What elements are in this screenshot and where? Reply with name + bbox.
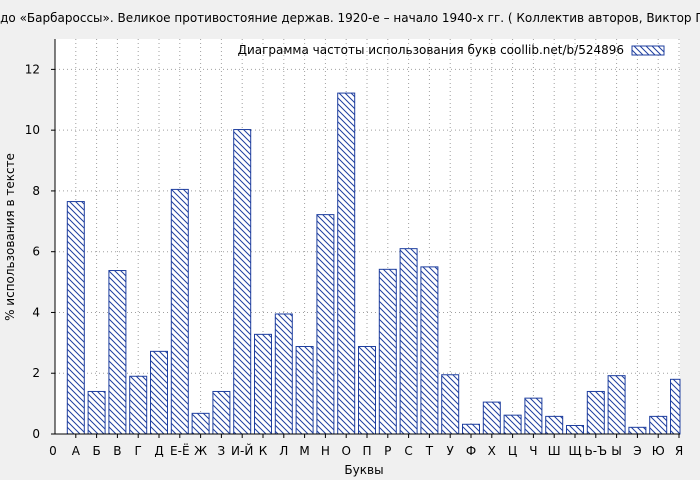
bar-У (441, 374, 460, 435)
bar-Н (316, 214, 335, 435)
x-tick-label: Я (675, 444, 683, 458)
bar-С (399, 248, 418, 435)
x-tick-label: С (404, 444, 412, 458)
y-tick-label: 6 (32, 245, 40, 259)
bar-Э (628, 426, 647, 435)
bar-Д (150, 350, 168, 435)
x-tick-label: Р (384, 444, 391, 458)
bar-М (295, 345, 314, 435)
y-tick-label: 12 (25, 62, 40, 76)
y-tick-label: 0 (32, 427, 40, 441)
x-tick-label: М (299, 444, 309, 458)
y-tick-label: 10 (25, 123, 40, 137)
x-tick-label: О (341, 444, 350, 458)
bar-В (108, 270, 127, 435)
x-tick-label: Ф (466, 444, 476, 458)
x-origin-label: 0 (49, 444, 57, 458)
bar-П (358, 345, 376, 435)
x-tick-label: Ю (652, 444, 665, 458)
bar-К (254, 333, 272, 435)
bar-Х (482, 401, 501, 435)
bar-Ш (545, 415, 564, 435)
x-tick-label: У (447, 444, 455, 458)
bar-Я (670, 378, 681, 435)
bar-Л (274, 313, 293, 435)
x-tick-label: Ц (508, 444, 517, 458)
x-axis-ticks: 0 А Б В Г Д Е-Ё Ж З И-Й К Л М Н О П Р С Т У Ф Х Ц Ч Ш Щ Ь-Ъ Ы Э Ю Я (49, 434, 683, 458)
x-tick-label: Ч (529, 444, 537, 458)
bar-Ф (462, 423, 480, 435)
bar-Б (87, 390, 106, 435)
x-axis-label: Буквы (344, 463, 383, 477)
legend-label: Диаграмма частоты использования букв coo… (238, 43, 624, 57)
x-tick-label: Г (135, 444, 142, 458)
chart-title: ерсаля до «Барбароссы». Великое противос… (0, 11, 700, 25)
bar-Ц (503, 414, 522, 435)
bar-О (337, 92, 356, 435)
x-tick-label: Щ (568, 444, 581, 458)
x-tick-label: И-Й (231, 443, 253, 458)
x-tick-label: В (113, 444, 121, 458)
y-axis-ticks: 0 2 4 6 8 10 12 (25, 62, 55, 441)
bar-Е-Ё (170, 188, 189, 435)
bar-А (66, 201, 85, 435)
legend: Диаграмма частоты использования букв coo… (238, 43, 665, 57)
x-tick-label: Ш (548, 444, 561, 458)
bar-З (212, 390, 231, 435)
x-tick-label: Д (154, 444, 163, 458)
x-tick-label: Л (279, 444, 288, 458)
x-tick-label: Ж (194, 444, 207, 458)
y-tick-label: 2 (32, 366, 40, 380)
bar-Щ (566, 424, 584, 435)
bar-И-Й (233, 129, 252, 435)
bar-Ь-Ъ (586, 390, 605, 435)
x-tick-label: Е-Ё (170, 443, 190, 458)
bar-Р (378, 268, 397, 435)
x-tick-label: Т (425, 444, 434, 458)
x-tick-label: Н (321, 444, 330, 458)
bar-Ч (524, 397, 543, 435)
y-tick-label: 4 (32, 305, 40, 319)
x-tick-label: Х (488, 444, 496, 458)
x-tick-label: П (362, 444, 371, 458)
bars (66, 92, 681, 435)
x-tick-label: Б (92, 444, 100, 458)
legend-swatch (631, 45, 665, 56)
x-tick-label: А (72, 444, 81, 458)
y-axis-label: % использования в тексте (3, 153, 17, 321)
bar-Г (129, 375, 148, 435)
bar-Ж (191, 412, 210, 435)
x-tick-label: Ь-Ъ (585, 444, 608, 458)
bar-Ю (649, 415, 668, 435)
x-tick-label: Э (633, 444, 641, 458)
bar-Ы (607, 375, 626, 435)
bar-Т (420, 266, 439, 435)
x-tick-label: З (218, 444, 226, 458)
x-tick-label: Ы (611, 444, 622, 458)
x-tick-label: К (259, 444, 268, 458)
y-tick-label: 8 (32, 184, 40, 198)
